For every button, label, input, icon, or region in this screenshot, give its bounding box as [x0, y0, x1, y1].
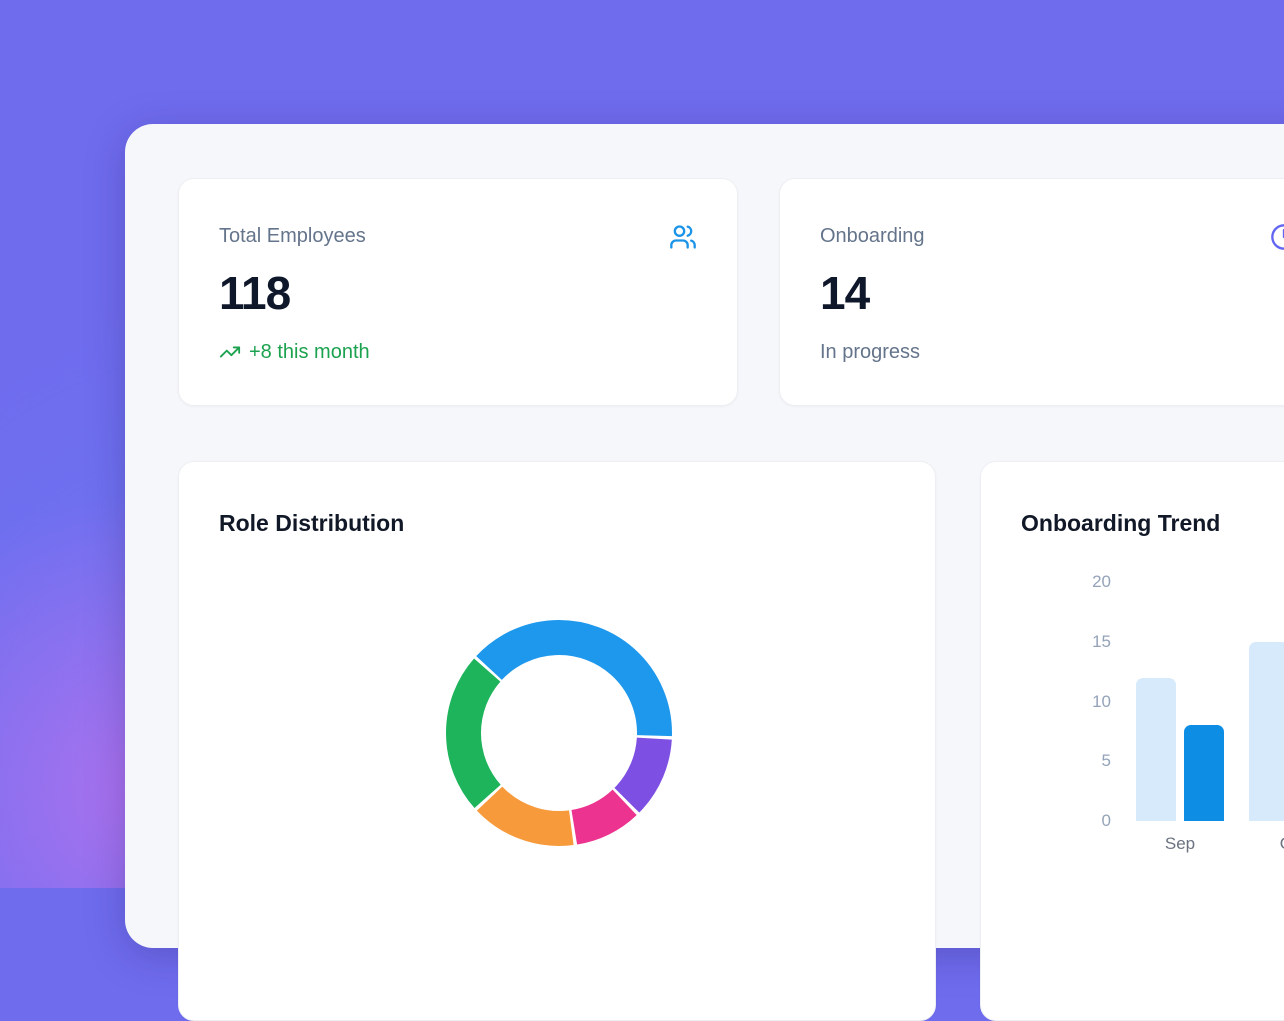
stat-value: 118 [219, 267, 291, 319]
bar-light-blue-series-sep[interactable] [1136, 677, 1176, 821]
y-axis-tick: 0 [1101, 811, 1111, 830]
y-axis-tick: 10 [1092, 691, 1111, 711]
stat-label: Onboarding [820, 225, 925, 247]
stat-value: 14 [820, 267, 870, 319]
y-axis-tick: 15 [1092, 631, 1111, 651]
blue-segment[interactable] [429, 603, 689, 863]
purple-segment[interactable] [429, 603, 689, 863]
stat-subtext: +8 this month [219, 339, 370, 365]
trending-up-icon [219, 341, 241, 363]
chart-title: Role Distribution [219, 510, 405, 536]
stat-subtext: In progress [820, 339, 920, 365]
stat-card-total-employees: Total Employees 118 +8 this month [178, 178, 738, 406]
dashboard-panel: Total Employees 118 +8 this month Onboar… [125, 124, 1284, 1021]
stat-subtext-label: In progress [820, 341, 921, 363]
bar-light-blue-series-oct[interactable] [1249, 641, 1284, 821]
stat-subtext-label: +8 this month [249, 341, 370, 363]
chart-title: Onboarding Trend [1021, 510, 1221, 536]
stat-label: Total Employees [219, 225, 366, 247]
clock-icon [1270, 223, 1284, 251]
role-distribution-card: Role Distribution [178, 461, 936, 1021]
x-axis-label: Oct [1248, 833, 1284, 855]
role-distribution-donut[interactable] [429, 603, 689, 863]
users-icon [669, 223, 697, 251]
x-axis-label: Sep [1164, 834, 1196, 853]
onboarding-trend-chart: 0 5 10 15 20 Sep Oct [981, 462, 1284, 1020]
bar-dark-blue-series-sep[interactable] [1184, 725, 1224, 821]
y-axis-tick: 20 [1092, 572, 1111, 591]
stat-card-onboarding: Onboarding 14 In progress [779, 178, 1284, 406]
y-axis-tick: 5 [1101, 751, 1111, 771]
orange-segment[interactable] [429, 603, 689, 863]
onboarding-trend-card: Onboarding Trend 0 5 10 15 20 Sep Oct [980, 461, 1284, 1021]
